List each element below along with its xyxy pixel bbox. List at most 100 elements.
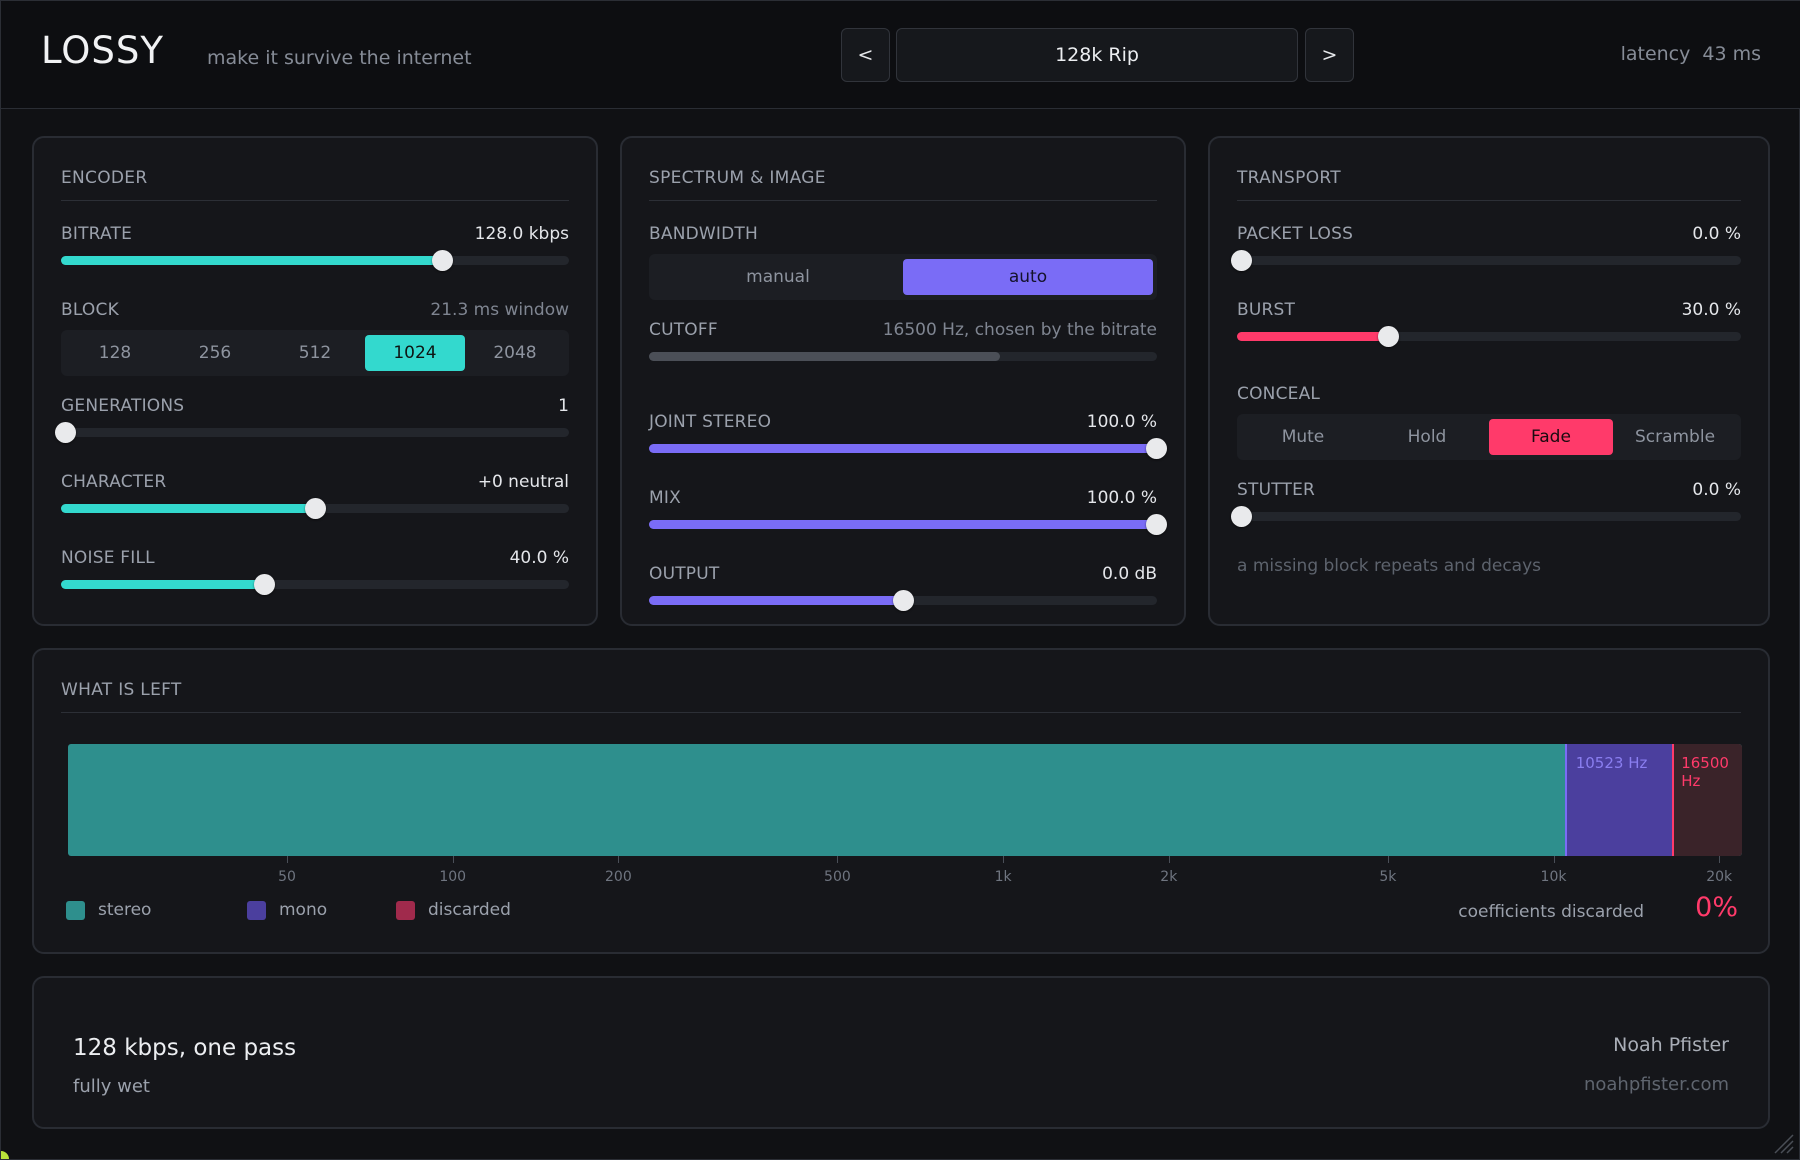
block-label: BLOCK (61, 300, 119, 320)
axis-tick-label: 5k (1379, 869, 1397, 885)
joint-stereo-value: 100.0 % (1086, 412, 1157, 432)
option-1024[interactable]: 1024 (365, 335, 465, 371)
packet-loss-value: 0.0 % (1692, 224, 1741, 244)
latency-label: latency (1620, 43, 1691, 65)
output-label: OUTPUT (649, 564, 720, 584)
mix-slider[interactable] (649, 514, 1167, 535)
status-corner-indicator (1, 1151, 9, 1159)
slider-knob[interactable] (893, 590, 914, 611)
output-slider[interactable] (649, 590, 1157, 611)
axis-tick-label: 1k (994, 869, 1012, 885)
axis-tick (837, 856, 839, 863)
resize-grip-icon[interactable] (1771, 1131, 1795, 1155)
slider-knob[interactable] (1146, 514, 1167, 535)
bitrate-label: BITRATE (61, 224, 133, 244)
mono-split-label: 10523 Hz (1575, 754, 1648, 772)
cutoff-label: 16500 Hz (1681, 754, 1729, 790)
generations-value: 1 (558, 396, 569, 416)
joint-stereo-slider[interactable] (649, 438, 1167, 459)
what-is-left-panel: WHAT IS LEFT 10523 Hz 16500 Hz 50 100 200 5… (32, 648, 1770, 954)
generations-slider[interactable] (55, 422, 569, 443)
option-2048[interactable]: 2048 (493, 343, 537, 363)
burst-value: 30.0 % (1681, 300, 1741, 320)
axis-tick (1553, 856, 1555, 863)
option-hold[interactable]: Hold (1407, 427, 1447, 447)
spectrum-bar: 10523 Hz 16500 Hz (68, 744, 1742, 856)
summary-panel: 128 kbps, one pass fully wet Noah Pfiste… (32, 976, 1770, 1129)
slider-fill (61, 504, 315, 513)
generations-label: GENERATIONS (61, 396, 185, 416)
option-128[interactable]: 128 (98, 343, 132, 363)
spectrum-panel: SPECTRUM & IMAGE BANDWIDTH manual auto CU… (620, 136, 1186, 626)
block-size-selector: 128 256 512 1024 2048 (61, 330, 569, 376)
axis-tick-label: 100 (439, 869, 467, 885)
transport-panel: TRANSPORT PACKET LOSS 0.0 % BURST 30.0 %… (1208, 136, 1770, 626)
conceal-hint: a missing block repeats and decays (1237, 556, 1542, 576)
author-website-link[interactable]: noahpfister.com (1583, 1074, 1729, 1095)
legend-label: mono (279, 900, 328, 920)
summary-title: 128 kbps, one pass (73, 1035, 297, 1061)
axis-tick (1003, 856, 1005, 863)
burst-slider[interactable] (1237, 326, 1741, 347)
slider-fill (61, 256, 442, 265)
mix-value: 100.0 % (1086, 488, 1157, 508)
axis-tick (618, 856, 620, 863)
panel-title: TRANSPORT (1237, 168, 1341, 188)
cutoff-label: CUTOFF (649, 320, 718, 340)
character-slider[interactable] (61, 498, 569, 519)
stutter-slider[interactable] (1231, 506, 1741, 527)
bitrate-slider[interactable] (61, 250, 569, 271)
mono-region (1565, 744, 1674, 856)
noise-fill-value: 40.0 % (509, 548, 569, 568)
joint-stereo-label: JOINT STEREO (649, 412, 772, 432)
summary-subtitle: fully wet (73, 1076, 150, 1097)
slider-knob[interactable] (254, 574, 276, 595)
stutter-value: 0.0 % (1692, 480, 1741, 500)
axis-tick (452, 856, 454, 863)
axis-tick (1168, 856, 1170, 863)
axis-tick-label: 20k (1706, 869, 1733, 885)
discarded-percentage: 0% (1695, 892, 1738, 923)
latency-value: 43 ms (1702, 43, 1761, 65)
slider-knob[interactable] (1231, 250, 1252, 271)
prev-preset-button[interactable]: < (841, 28, 890, 82)
slider-knob[interactable] (305, 498, 326, 519)
legend-mono: mono (247, 900, 327, 920)
option-mute[interactable]: Mute (1281, 427, 1325, 447)
divider (61, 712, 1741, 713)
packet-loss-slider[interactable] (1231, 250, 1741, 271)
axis-tick (287, 856, 289, 863)
noise-fill-slider[interactable] (61, 574, 569, 595)
slider-knob[interactable] (1378, 326, 1400, 347)
option-256[interactable]: 256 (198, 343, 232, 363)
discarded-region (1673, 744, 1742, 856)
slider-knob[interactable] (432, 250, 453, 271)
author-name: Noah Pfister (1613, 1034, 1729, 1056)
noise-fill-label: NOISE FILL (61, 548, 155, 568)
option-512[interactable]: 512 (298, 343, 332, 363)
axis-tick-label: 200 (605, 869, 632, 885)
output-value: 0.0 dB (1102, 564, 1157, 584)
slider-fill (649, 596, 903, 605)
option-auto[interactable]: auto (903, 259, 1153, 295)
option-manual[interactable]: manual (746, 267, 810, 287)
next-preset-button[interactable]: > (1305, 28, 1354, 82)
discarded-swatch (396, 900, 415, 920)
mix-label: MIX (649, 488, 681, 508)
cutoff-meter (649, 352, 1157, 361)
packet-loss-label: PACKET LOSS (1237, 224, 1354, 244)
slider-knob[interactable] (55, 422, 76, 443)
slider-fill (649, 444, 1157, 453)
preset-selector[interactable]: 128k Rip (896, 28, 1298, 82)
stereo-swatch (66, 900, 85, 920)
mono-split-line (1564, 744, 1567, 856)
panel-title: WHAT IS LEFT (61, 680, 182, 700)
option-fade[interactable]: Fade (1489, 419, 1613, 455)
axis-tick-label: 10k (1540, 869, 1567, 885)
conceal-label: CONCEAL (1237, 384, 1321, 404)
slider-knob[interactable] (1231, 506, 1252, 527)
tagline: make it survive the internet (207, 47, 472, 69)
slider-knob[interactable] (1146, 438, 1167, 459)
option-scramble[interactable]: Scramble (1634, 427, 1716, 447)
